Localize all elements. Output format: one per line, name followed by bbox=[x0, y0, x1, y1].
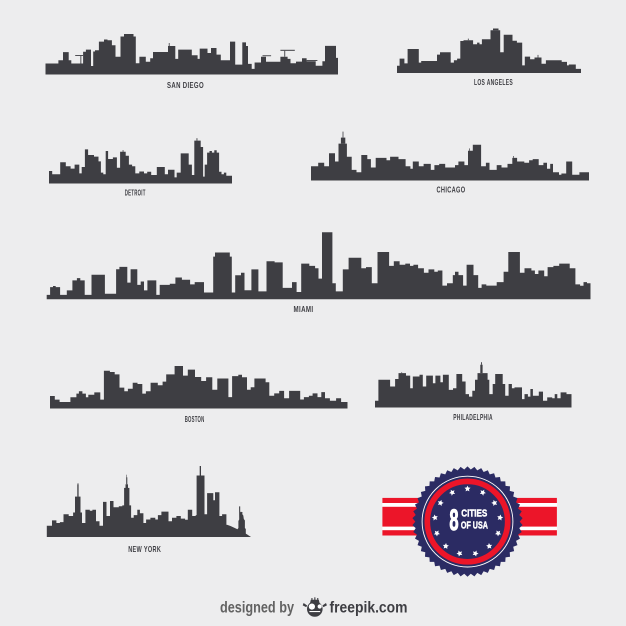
svg-text:DETROIT: DETROIT bbox=[125, 188, 146, 198]
svg-text:SAN DIEGO: SAN DIEGO bbox=[167, 80, 204, 90]
svg-text:MIAMI: MIAMI bbox=[294, 304, 314, 314]
svg-text:8: 8 bbox=[449, 504, 458, 537]
svg-text:designed by: designed by bbox=[220, 599, 294, 616]
svg-text:freepik.com: freepik.com bbox=[330, 599, 408, 616]
svg-text:CITIES: CITIES bbox=[461, 508, 487, 519]
svg-text:OF USA: OF USA bbox=[461, 520, 488, 531]
svg-text:CHICAGO: CHICAGO bbox=[437, 184, 466, 194]
svg-text:PHILADELPHIA: PHILADELPHIA bbox=[453, 412, 493, 422]
svg-text:LOS ANGELES: LOS ANGELES bbox=[474, 77, 513, 87]
svg-text:BOSTON: BOSTON bbox=[185, 414, 205, 424]
svg-text:NEW YORK: NEW YORK bbox=[128, 544, 161, 554]
